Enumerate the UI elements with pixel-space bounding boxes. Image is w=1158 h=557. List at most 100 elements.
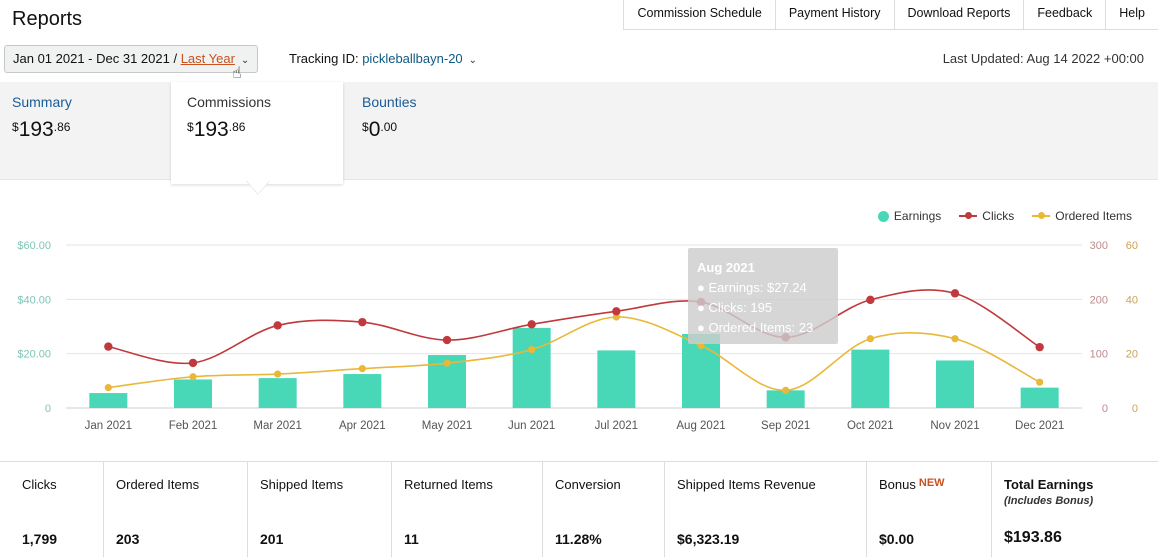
ordered-items-point: [443, 359, 451, 367]
clicks-point: [950, 289, 960, 298]
earnings-bar: [936, 360, 974, 408]
tab-label: Summary: [12, 94, 72, 110]
tracking-id-value: pickleballbayn-20: [362, 51, 463, 66]
stat-value: 1,799: [22, 531, 58, 547]
nav-download-reports[interactable]: Download Reports: [893, 0, 1024, 30]
top-nav: Commission Schedule Payment History Down…: [623, 0, 1158, 30]
nav-commission-schedule[interactable]: Commission Schedule: [623, 0, 774, 30]
date-preset-link[interactable]: Last Year: [180, 51, 235, 66]
stat-value: 203: [116, 531, 140, 547]
stat-label: Returned Items: [404, 477, 493, 492]
stat-label: Shipped Items Revenue: [677, 477, 816, 492]
chevron-down-icon: ⌄: [240, 55, 250, 66]
earnings-bar: [174, 379, 212, 408]
earnings-bar: [851, 349, 890, 408]
ordered-items-line: [108, 316, 1041, 392]
x-tick-label: Nov 2021: [930, 420, 979, 432]
ordered-items-point: [1036, 378, 1044, 386]
legend-earnings[interactable]: Earnings: [877, 209, 942, 223]
y-tick-label-clicks: 0: [1102, 403, 1108, 415]
y-tick-label-ordered: 60: [1126, 240, 1138, 252]
legend-label: Clicks: [982, 209, 1015, 223]
stat-conversion: Conversion 11.28%: [543, 462, 665, 557]
legend-swatch: [959, 212, 978, 219]
active-tab-pointer-fill: [247, 181, 269, 194]
chevron-down-icon: ⌄: [468, 55, 478, 66]
y-tick-label-left: $60.00: [17, 240, 51, 252]
y-tick-label-clicks: 300: [1090, 240, 1108, 252]
y-tick-label-clicks: 200: [1090, 294, 1108, 306]
stat-label: Conversion: [555, 477, 621, 492]
date-range-dropdown[interactable]: Jan 01 2021 - Dec 31 2021 / Last Year ⌄: [4, 45, 259, 73]
y-tick-label-left: $40.00: [17, 294, 51, 306]
earnings-bar: [258, 378, 297, 408]
stat-value: $0.00: [879, 531, 915, 547]
legend-ordered-items[interactable]: Ordered Items: [1032, 209, 1132, 223]
legend-label: Ordered Items: [1055, 209, 1132, 223]
tooltip-clicks: ● Clicks: 195: [697, 300, 773, 315]
tab-amount: $0.00: [362, 118, 398, 141]
tab-label: Bounties: [362, 94, 417, 110]
earnings-bar: [343, 374, 382, 408]
tab-amount: $193.86: [187, 118, 246, 141]
clicks-point: [442, 335, 452, 345]
tracking-id-dropdown[interactable]: Tracking ID: pickleballbayn-20 ⌄: [289, 51, 477, 66]
legend-label: Earnings: [893, 209, 942, 223]
nav-feedback[interactable]: Feedback: [1023, 0, 1105, 30]
x-tick-label: Jan 2021: [85, 420, 132, 432]
tab-amount: $193.86: [12, 118, 71, 141]
stat-label: Total Earnings: [1004, 477, 1094, 492]
nav-payment-history[interactable]: Payment History: [774, 0, 894, 30]
y-tick-label-left: $20.00: [17, 349, 51, 361]
stat-ordered-items: Ordered Items 203: [104, 462, 248, 557]
date-range-text: Jan 01 2021 - Dec 31 2021: [13, 51, 170, 66]
tooltip-ordered: ● Ordered Items: 23: [697, 320, 814, 335]
earnings-bar: [766, 390, 805, 408]
x-tick-label: Mar 2021: [253, 420, 302, 432]
clicks-point: [612, 307, 621, 316]
tooltip-earnings: ● Earnings: $27.24: [697, 280, 807, 295]
stats-bar: Clicks 1,799 Ordered Items 203 Shipped I…: [0, 461, 1158, 557]
stat-label: Ordered Items: [116, 477, 200, 492]
report-controls: Jan 01 2021 - Dec 31 2021 / Last Year ⌄ ☝…: [4, 45, 1154, 82]
clicks-line: [108, 289, 1041, 365]
stat-value: 11: [404, 531, 419, 547]
nav-help[interactable]: Help: [1105, 0, 1158, 30]
stat-shipped-items: Shipped Items 201: [248, 462, 392, 557]
new-badge: NEW: [918, 477, 945, 489]
earnings-bar: [1020, 387, 1059, 408]
stat-label: Clicks: [22, 477, 57, 492]
stat-shipped-revenue: Shipped Items Revenue $6,323.19: [665, 462, 867, 557]
legend-clicks[interactable]: Clicks: [959, 209, 1014, 223]
ordered-items-point: [104, 384, 112, 392]
tooltip-title: Aug 2021: [697, 260, 755, 275]
tab-bounties[interactable]: Bounties $0.00: [350, 82, 520, 180]
y-tick-label-left: 0: [45, 403, 51, 415]
stat-bonus: Bonus NEW $0.00: [867, 462, 992, 557]
x-tick-label: Apr 2021: [339, 420, 386, 432]
clicks-point: [866, 295, 875, 305]
legend-swatch: [1032, 212, 1051, 219]
stat-value: 201: [260, 531, 284, 547]
earnings-bar: [89, 393, 128, 408]
clicks-point: [273, 321, 282, 330]
x-tick-label: Sep 2021: [761, 420, 810, 432]
clicks-point: [188, 358, 198, 368]
stat-label: Shipped Items: [260, 477, 344, 492]
stat-value: 11.28%: [555, 531, 602, 547]
page-title: Reports: [12, 8, 83, 30]
last-updated: Last Updated: Aug 14 2022 +00:00: [942, 51, 1144, 66]
tab-summary[interactable]: Summary $193.86: [0, 82, 170, 180]
tab-commissions[interactable]: Commissions $193.86: [171, 82, 343, 184]
x-tick-label: Jul 2021: [595, 420, 638, 432]
chart-legend: Earnings Clicks Ordered Items: [877, 209, 1132, 223]
hand-cursor-icon: ☝: [232, 65, 242, 82]
tab-label: Commissions: [187, 94, 272, 110]
x-tick-label: Aug 2021: [676, 420, 725, 432]
summary-tabs: Summary $193.86 Commissions $193.86 Boun…: [0, 82, 1158, 184]
x-tick-label: Jun 2021: [508, 420, 555, 432]
legend-swatch: [877, 210, 889, 222]
ordered-items-point: [866, 335, 874, 343]
tracking-label: Tracking ID:: [289, 51, 363, 66]
ordered-items-point: [612, 313, 620, 321]
